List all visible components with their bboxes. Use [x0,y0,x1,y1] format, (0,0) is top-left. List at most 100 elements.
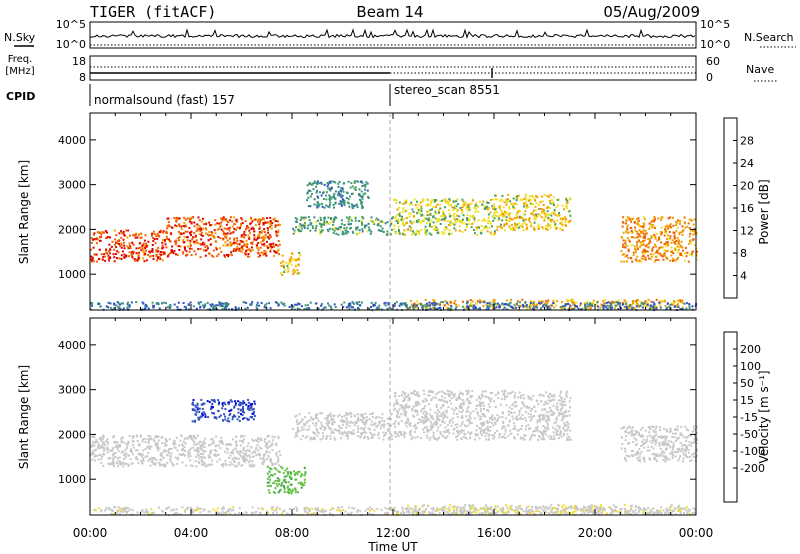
echo-cell [266,217,269,220]
echo-cell [460,430,463,432]
echo-cell [420,302,422,305]
echo-cell [296,473,299,476]
echo-cell [424,225,427,228]
echo-cell [681,225,684,228]
echo-cell [245,249,247,252]
echo-cell [136,458,139,461]
echo-cell [403,412,406,415]
echo-cell [555,408,558,411]
echo-cell [307,216,310,218]
echo-cell [162,231,165,234]
echo-cell [398,304,401,307]
echo-cell [665,250,667,253]
echo-cell [100,439,103,442]
echo-cell [557,204,559,207]
echo-cell [542,210,545,213]
echo-cell [473,229,475,231]
echo-cell [597,305,599,308]
echo-cell [536,306,539,309]
echo-cell [423,228,426,231]
echo-cell [250,405,253,408]
echo-cell [107,250,110,253]
echo-cell [346,413,349,416]
echo-cell [416,212,419,215]
echo-cell [467,389,470,392]
echo-cell [535,213,537,216]
echo-cell [518,429,521,432]
echo-cell [123,454,126,457]
echo-cell [370,306,372,309]
echo-cell [669,308,672,311]
echo-cell [428,213,431,216]
echo-cell [448,212,451,215]
echo-cell [313,436,316,439]
echo-cell [294,303,297,306]
echo-cell [566,201,569,204]
echo-cell [190,438,193,441]
echo-cell [654,237,657,240]
echo-cell [231,458,234,460]
echo-cell [685,302,688,305]
echo-cell [516,223,519,226]
echo-cell [461,420,464,423]
echo-cell [189,436,192,439]
echo-cell [537,223,540,226]
echo-cell [460,415,463,418]
noise-trace [89,28,696,46]
echo-cell [243,244,246,247]
echo-cell [240,250,243,253]
echo-cell [638,225,641,228]
echo-cell [293,470,295,473]
echo-cell [680,245,683,248]
echo-cell [316,189,319,192]
echo-cell [226,451,229,454]
echo-cell [341,431,344,434]
echo-cell [472,307,475,310]
echo-cell [339,200,342,203]
echo-cell [296,218,299,221]
echo-cell [482,204,485,207]
echo-cell [228,456,231,459]
echo-cell [271,443,274,446]
echo-cell [532,214,535,217]
echo-cell [314,424,317,427]
echo-cell [324,306,327,309]
echo-cell [268,491,271,494]
echo-cell [437,426,440,429]
echo-cell [121,436,124,439]
echo-cell [446,301,449,304]
echo-cell [599,306,602,309]
echo-cell [202,217,204,220]
echo-cell [150,234,153,237]
echo-cell [454,393,456,396]
echo-cell [151,247,154,250]
echo-cell [390,222,393,225]
echo-cell [436,414,439,417]
colorbar-tick-label: 12 [740,225,754,238]
echo-cell [371,413,374,416]
echo-cell [262,235,265,238]
echo-cell [487,308,490,310]
echo-cell [155,254,158,257]
echo-cell [278,243,281,246]
echo-cell [201,458,204,461]
echo-cell [416,221,419,224]
echo-cell [513,202,516,205]
echo-cell [419,212,421,215]
echo-cell [275,220,278,222]
echo-cell [304,304,307,307]
echo-cell [167,448,170,451]
echo-cell [548,416,550,419]
echo-cell [321,205,324,208]
echo-cell [359,194,362,197]
echo-cell [545,304,548,307]
echo-cell [125,463,128,465]
echo-cell [311,225,314,228]
echo-cell [481,422,484,425]
echo-cell [458,304,461,307]
echo-cell [130,253,133,256]
echo-cell [499,225,502,228]
echo-cell [649,253,652,256]
echo-cell [272,242,275,245]
echo-cell [176,306,179,309]
